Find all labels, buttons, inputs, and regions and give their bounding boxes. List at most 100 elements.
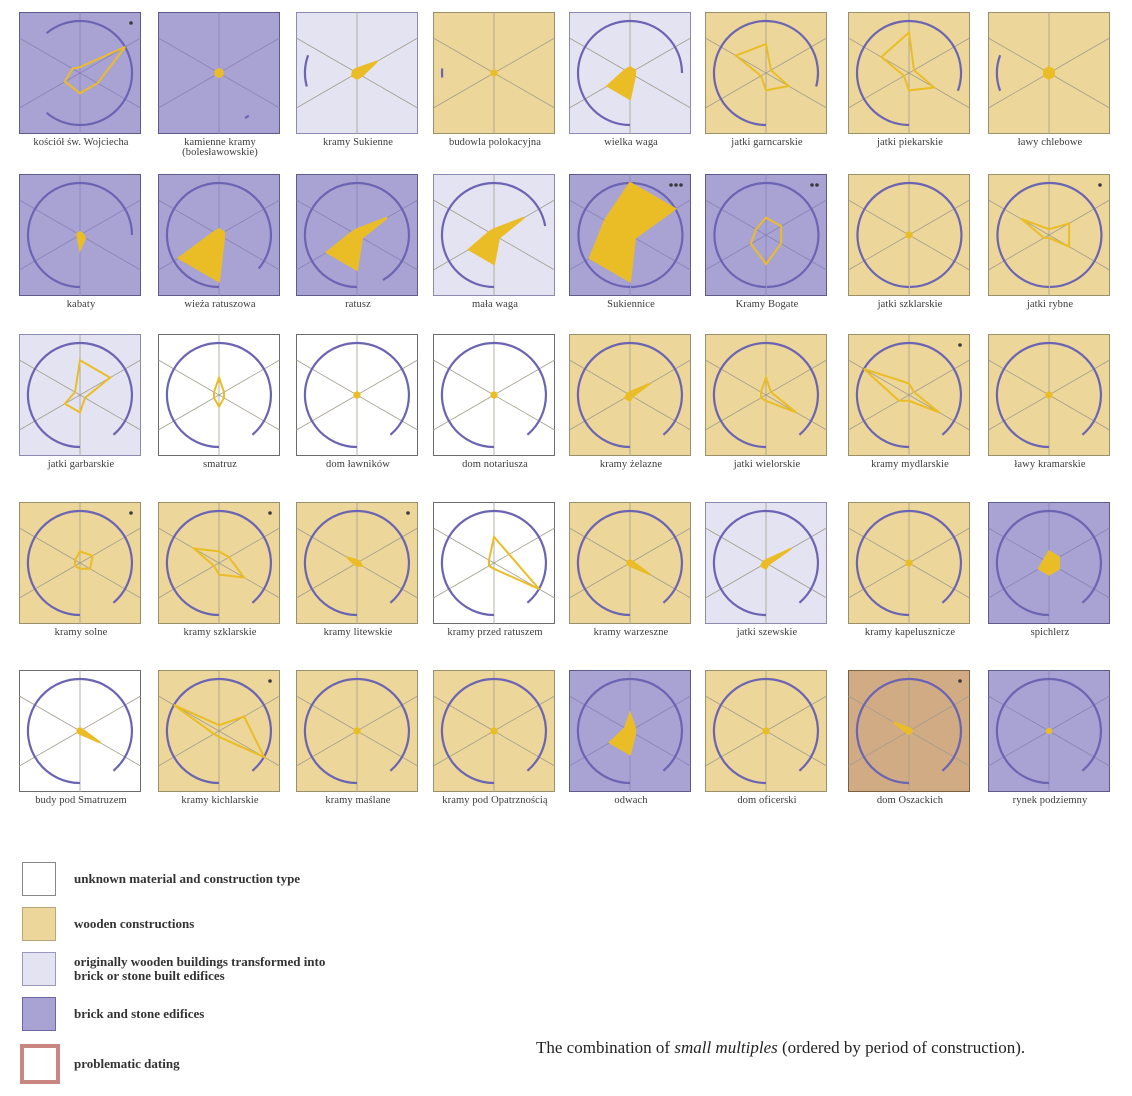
panel-timeline-arc — [856, 181, 963, 289]
panel-chart — [296, 670, 418, 792]
panel-shape — [863, 367, 940, 414]
panel-shape — [353, 390, 361, 400]
panel-label: kramy szklarskie — [183, 627, 257, 638]
panel-dot — [1098, 183, 1102, 187]
panel: jatki szewskie — [705, 502, 841, 638]
panel: kramy kichlarskie — [158, 670, 294, 806]
panel-shape — [1037, 550, 1060, 576]
panel-axis — [705, 695, 767, 732]
panel-axis — [296, 394, 358, 431]
panel-axis — [158, 72, 220, 109]
panel-chart — [848, 670, 970, 792]
panel-shape — [749, 216, 783, 266]
panel-axis — [19, 199, 81, 236]
panel: kramy warzeszne — [569, 502, 705, 638]
panel-chart — [296, 502, 418, 624]
panel-axis — [765, 562, 827, 599]
panel-timeline-arc — [576, 19, 684, 127]
panel-chart — [433, 12, 555, 134]
panel-axis — [158, 359, 220, 396]
panel-label: ławy chlebowe — [1017, 137, 1083, 148]
panel-label: wieża ratuszowa — [184, 299, 256, 310]
panel-chart — [848, 334, 970, 456]
panel-axis — [296, 562, 358, 599]
panel-axis — [356, 527, 418, 564]
panel-label: jatki garbarskie — [47, 459, 115, 470]
panel-axis — [629, 72, 691, 109]
panel-label: kramy solne — [54, 627, 108, 638]
panel-chart — [296, 174, 418, 296]
panel-shape — [1043, 66, 1055, 80]
panel: kramy Sukienne — [296, 12, 432, 148]
panel-dot — [679, 183, 683, 187]
panel-label: kramy Sukienne — [323, 137, 393, 148]
panel-axis — [218, 695, 280, 732]
panel-label: kramy przed ratuszem — [447, 627, 543, 638]
legend-label-transformed: originally wooden buildings transformed … — [74, 954, 326, 983]
panel-axis — [765, 37, 827, 74]
panel-shape — [76, 230, 87, 253]
panel-shape — [488, 534, 540, 591]
panel-axis — [433, 359, 495, 396]
legend-label-unknown: unknown material and construction type — [74, 871, 301, 886]
panel-axis — [493, 394, 555, 431]
panel-shape — [623, 382, 651, 403]
panel-axis — [988, 199, 1050, 236]
legend-swatch-transformed — [22, 952, 56, 986]
panel: budowla polokacyjna — [433, 12, 569, 148]
panel-axis — [765, 695, 827, 732]
panel-timeline-arc — [26, 509, 133, 617]
panel-chart — [569, 174, 691, 296]
panel-timeline-arc — [996, 181, 1103, 289]
panel: Kramy Bogate — [705, 174, 841, 310]
panel-axis — [705, 394, 767, 431]
panel-axis — [765, 234, 827, 271]
panel-axis — [158, 730, 220, 767]
panel-shape — [608, 710, 636, 756]
panel-timeline-arc — [855, 341, 962, 449]
panel-label: kamienne kramy (bolesławowskie) — [182, 137, 258, 158]
panel-shape — [762, 726, 770, 736]
panel-shape — [905, 230, 913, 240]
panel-axis — [1048, 37, 1110, 74]
panel-label: rynek podziemny — [1012, 795, 1088, 806]
panel-axis — [848, 199, 910, 236]
panel-axis — [765, 199, 827, 236]
panel-label: dom oficerski — [737, 795, 797, 806]
panel-shape — [63, 358, 112, 414]
panel-chart — [296, 12, 418, 134]
panel-axis — [908, 394, 970, 431]
panel-dot — [815, 183, 819, 187]
legend-label-wooden: wooden constructions — [74, 916, 195, 931]
panel-shape — [905, 558, 913, 568]
panel-axis — [988, 72, 1050, 109]
panel-shape — [1045, 390, 1053, 400]
panel-shape — [490, 726, 498, 736]
panel-shape — [1046, 727, 1052, 735]
panel-chart — [158, 174, 280, 296]
panel-label: dom ławników — [326, 459, 390, 470]
panel-timeline-arc — [855, 509, 962, 617]
panel-label: jatki garncarskie — [731, 137, 803, 148]
panel: wieża ratuszowa — [158, 174, 294, 310]
panel-chart — [569, 670, 691, 792]
panel-chart — [158, 12, 280, 134]
panel-label: kramy kichlarskie — [181, 795, 259, 806]
panel-label: kramy maślane — [325, 795, 391, 806]
panel-dot — [406, 511, 410, 515]
panel-axis — [848, 72, 910, 109]
panel: jatki wielorskie — [705, 334, 841, 470]
panel-shape — [1020, 218, 1071, 249]
panel-axis — [569, 695, 631, 732]
panel-axis — [356, 730, 418, 767]
panel: kramy maślane — [296, 670, 432, 806]
panel-chart — [433, 670, 555, 792]
panel-axis — [988, 695, 1050, 732]
panel-shape — [490, 390, 498, 400]
panel-axis — [218, 730, 280, 767]
panel-shape — [733, 42, 791, 92]
panel-chart — [705, 502, 827, 624]
panel-axis — [433, 394, 495, 431]
panel-chart — [848, 12, 970, 134]
panel: kramy mydlarskie — [848, 334, 984, 470]
